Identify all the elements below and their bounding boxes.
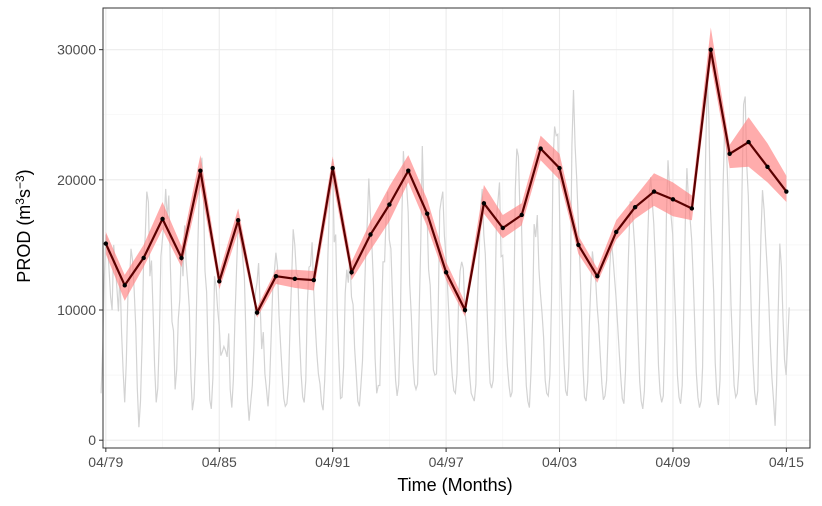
y-axis: 0 10000 20000 30000 [57,42,103,448]
x-tick-label: 04/09 [655,454,690,470]
annual-mean-point [689,206,695,211]
annual-mean-point [443,270,449,275]
x-tick-label: 04/15 [769,454,804,470]
annual-mean-point [519,212,524,218]
y-tick-label: 0 [88,432,96,448]
annual-mean-point [670,197,676,202]
annual-mean-point [765,164,770,170]
monthly-series-line [100,78,790,428]
annual-mean-point [614,229,619,235]
x-axis: 04/79 04/85 04/91 04/97 04/03 04/09 04/15 [88,448,804,470]
x-tick-label: 04/91 [315,454,350,470]
annual-mean-point [576,242,581,248]
annual-mean-point [651,189,657,194]
annual-mean-point [235,217,241,223]
annual-mean-point [179,255,184,261]
annual-mean-point [462,307,468,313]
annual-mean-point [217,279,222,284]
x-tick-label: 04/85 [202,454,237,470]
annual-mean-point [557,165,562,171]
annual-mean-point [122,283,127,288]
annual-mean-point [708,47,713,52]
annual-mean-point [406,168,411,173]
annual-mean-point [784,189,789,194]
y-axis-title: PROD (m3s−3) [13,169,34,282]
annual-mean-point [198,168,203,173]
x-tick-label: 04/03 [542,454,577,470]
annual-mean-point [538,146,543,151]
annual-mean-point [349,270,354,275]
annual-mean-point [595,273,600,279]
annual-mean-point [254,310,260,315]
annual-mean-point [311,277,316,283]
annual-mean-point [481,201,487,206]
annual-mean-point [500,225,506,231]
y-tick-label: 30000 [57,42,96,58]
annual-mean-point [141,255,146,261]
x-tick-label: 04/79 [88,454,123,470]
annual-mean-point [103,241,109,246]
annual-mean-point [368,232,373,237]
annual-mean-point [746,139,751,145]
plot-frame [102,7,811,449]
annual-mean-point [387,202,392,207]
annual-mean-point [330,165,335,171]
annual-mean-points [103,47,789,315]
annual-mean-point [292,276,298,281]
annual-mean-point [632,204,638,210]
x-axis-title: Time (Months) [397,475,512,495]
annual-mean-point [273,273,279,279]
annual-mean-point [424,211,430,216]
annual-mean-point [727,151,732,156]
y-tick-label: 20000 [57,172,96,188]
y-tick-label: 10000 [57,302,96,318]
annual-mean-point [160,216,165,222]
x-tick-label: 04/97 [429,454,464,470]
